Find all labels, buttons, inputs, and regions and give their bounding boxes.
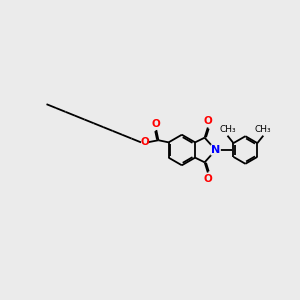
- Text: N: N: [211, 145, 220, 155]
- Text: CH₃: CH₃: [255, 125, 272, 134]
- Text: O: O: [140, 137, 149, 147]
- Text: O: O: [152, 119, 161, 129]
- Text: O: O: [203, 116, 212, 126]
- Text: CH₃: CH₃: [219, 125, 236, 134]
- Text: O: O: [203, 174, 212, 184]
